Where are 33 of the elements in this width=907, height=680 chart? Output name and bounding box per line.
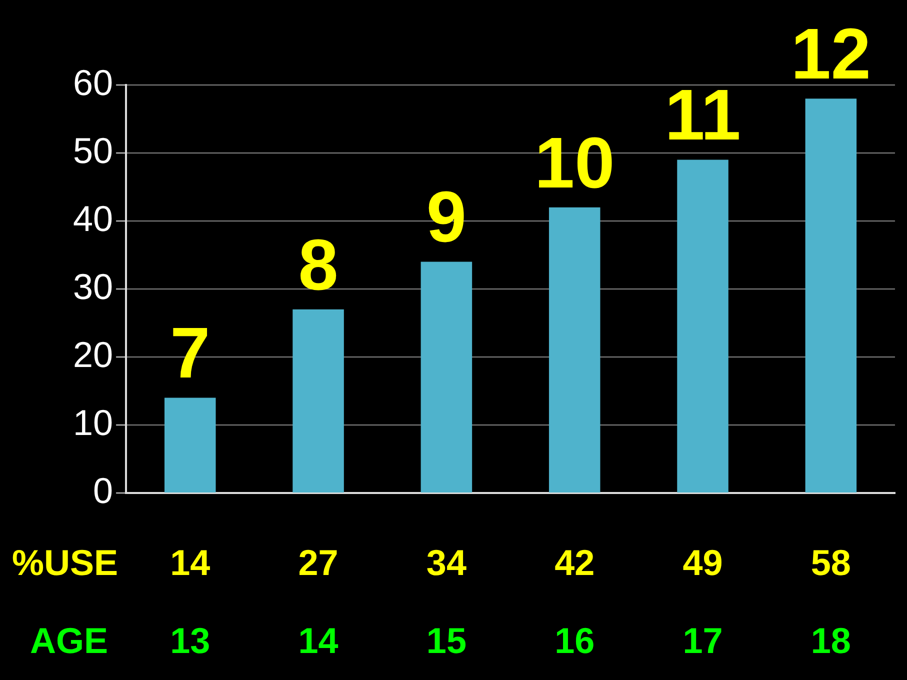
annotation: 10 xyxy=(534,123,615,204)
y-tick-label: 60 xyxy=(72,62,114,103)
bar xyxy=(164,398,216,492)
y-tick-label: 40 xyxy=(72,198,114,239)
data-label: 27 xyxy=(298,542,338,583)
annotation: 11 xyxy=(664,76,741,156)
x-axis-title: AGE xyxy=(30,620,108,661)
data-label: 42 xyxy=(554,542,595,583)
y-tick-label: 10 xyxy=(72,402,114,443)
annotation: 7 xyxy=(170,314,210,394)
annotation: 12 xyxy=(790,14,871,94)
bar xyxy=(420,262,472,492)
bar xyxy=(677,160,728,492)
bar xyxy=(805,98,857,492)
annotation: 8 xyxy=(298,225,338,306)
data-label: 58 xyxy=(810,542,851,583)
x-tick-label: 15 xyxy=(426,620,466,661)
y-tick-label: 30 xyxy=(72,266,114,307)
annotation: 9 xyxy=(426,178,466,258)
bar xyxy=(548,207,600,492)
x-tick-label: 13 xyxy=(170,620,210,661)
data-label: 14 xyxy=(170,542,210,583)
x-tick-label: 16 xyxy=(554,620,595,661)
data-label: 49 xyxy=(682,542,723,583)
data-label: 34 xyxy=(426,542,466,583)
bar xyxy=(292,309,344,492)
x-tick-label: 14 xyxy=(298,620,338,661)
y-tick-label: 50 xyxy=(72,130,114,171)
y-axis-title: %USE xyxy=(12,542,118,583)
x-tick-label: 17 xyxy=(682,620,723,661)
x-tick-label: 18 xyxy=(810,620,851,661)
y-tick-label: 0 xyxy=(93,470,114,511)
y-tick-label: 20 xyxy=(72,334,114,375)
